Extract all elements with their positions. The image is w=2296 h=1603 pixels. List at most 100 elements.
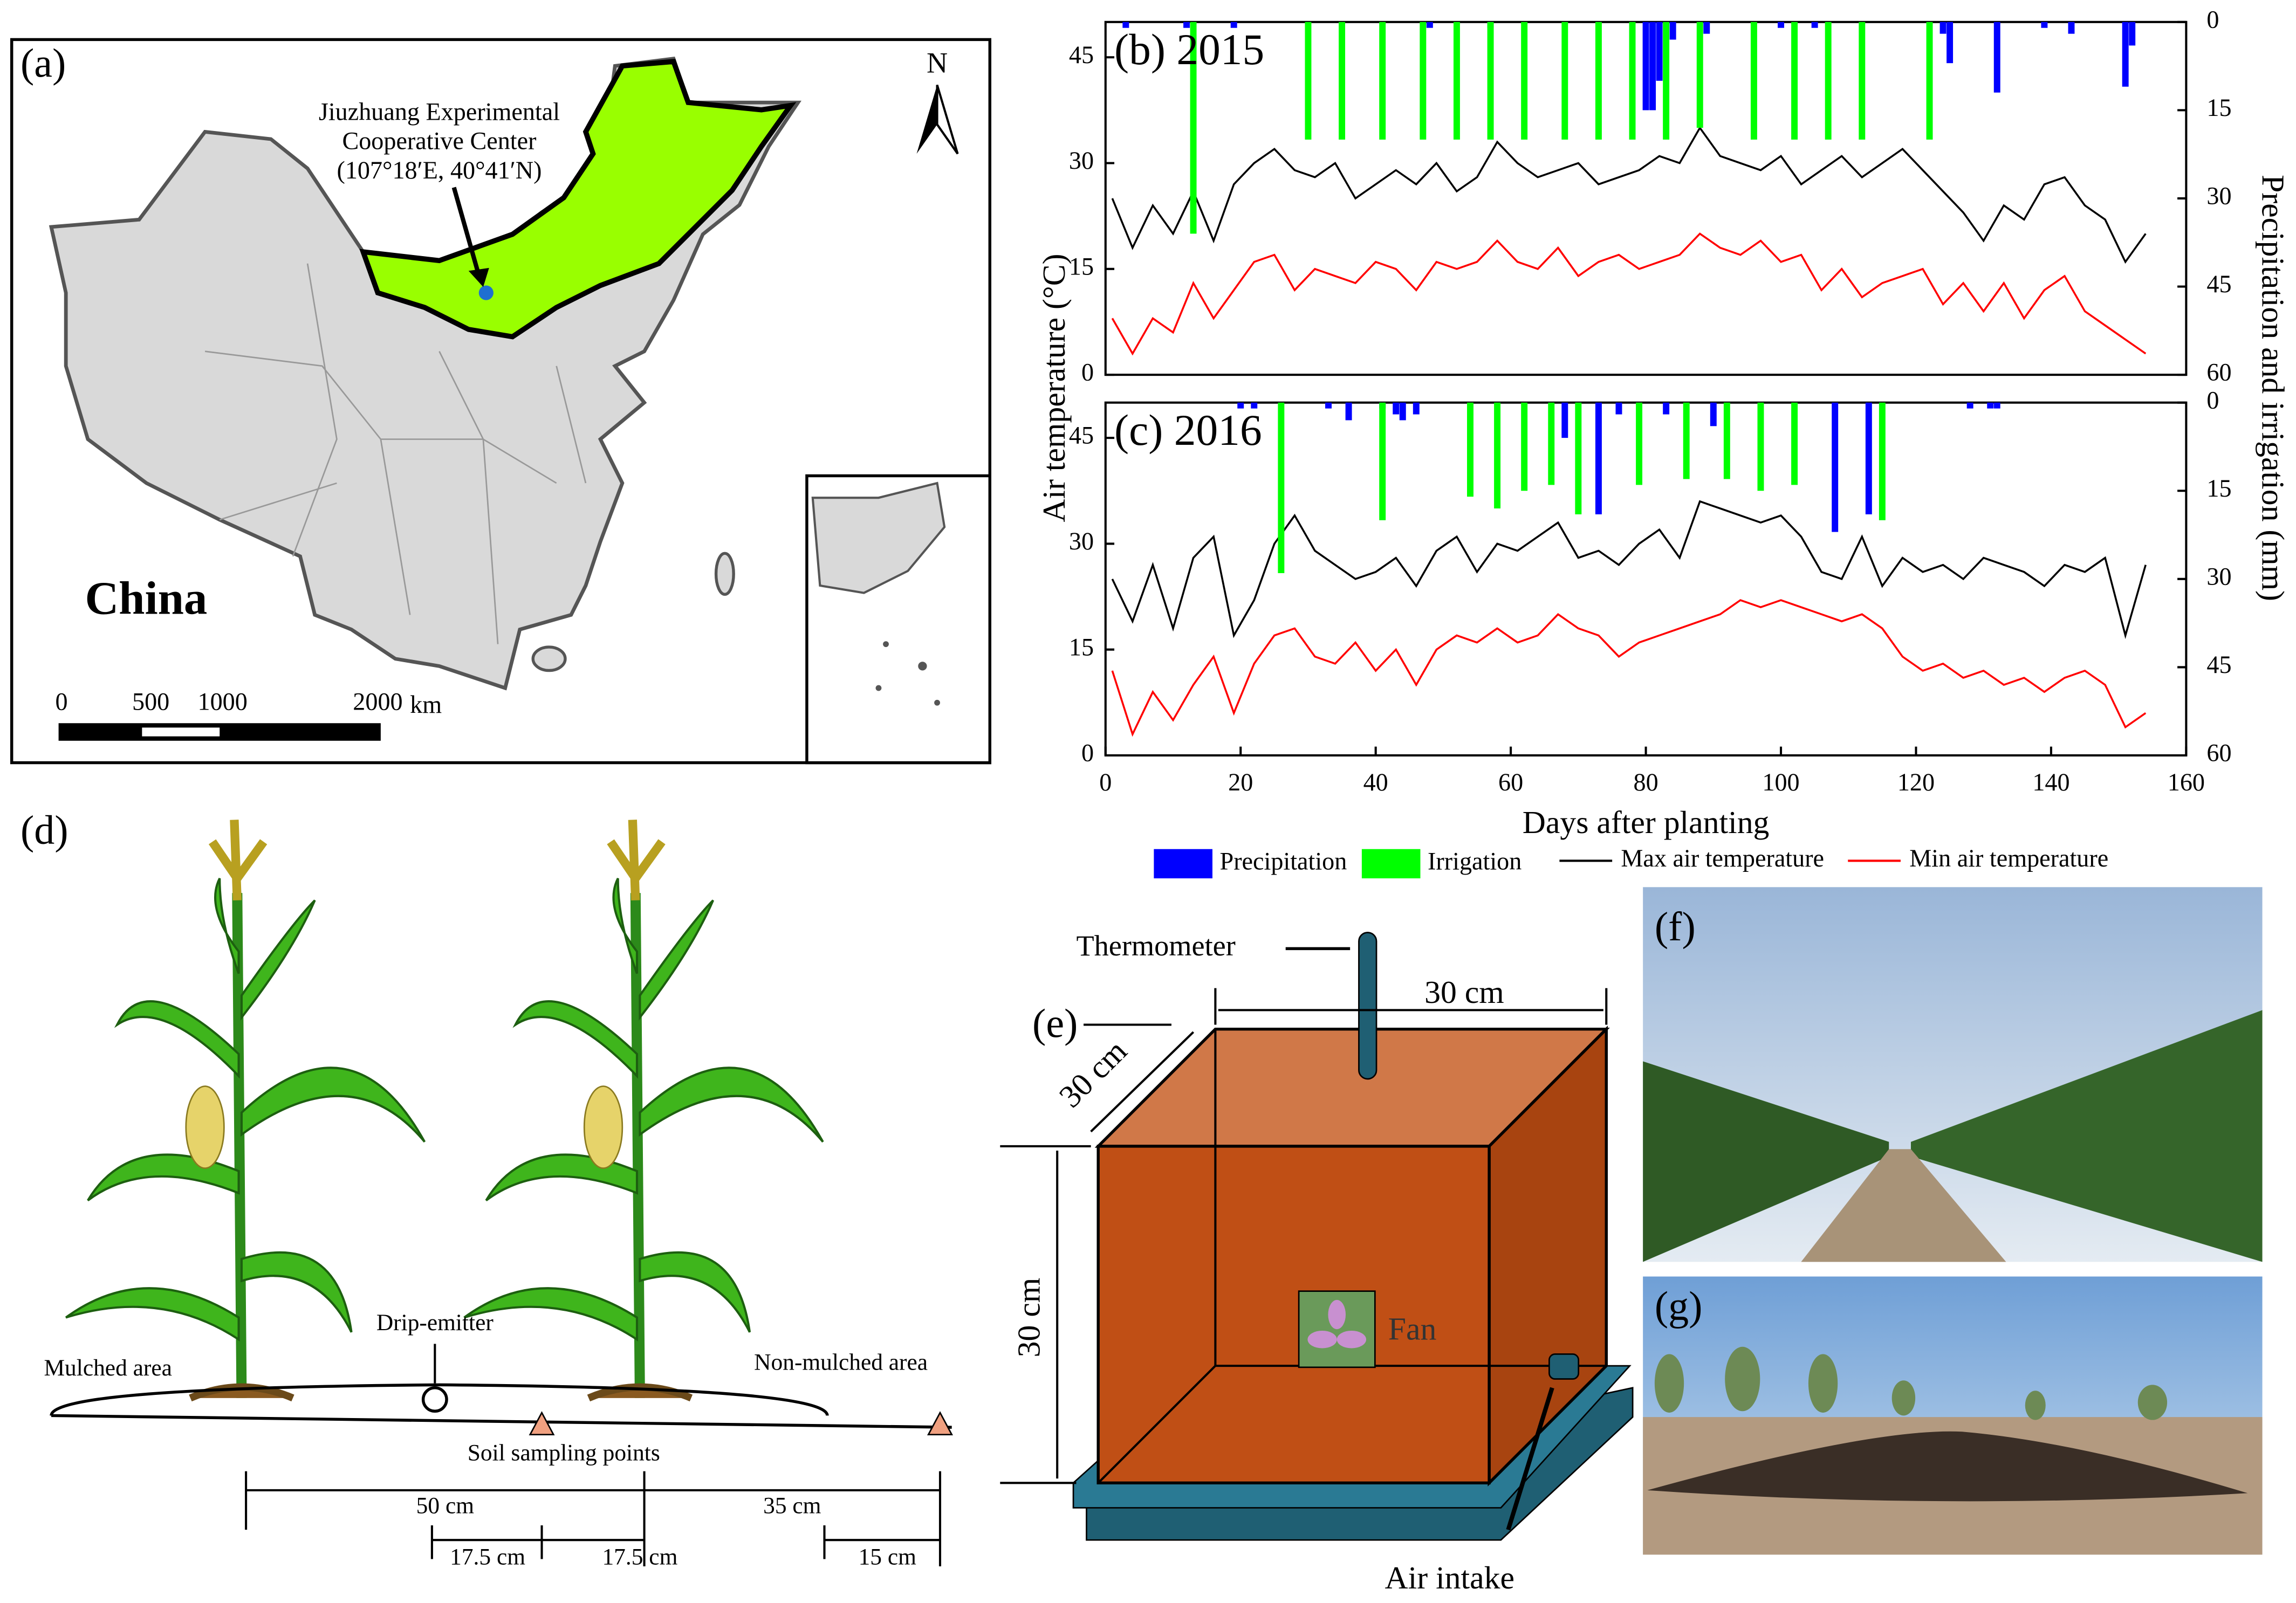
taiwan [714,552,735,596]
dimension-label: 30 cm [1011,1278,1047,1358]
bar [1278,402,1285,573]
dimension-label: 50 cm [416,1492,475,1518]
y-tick-label: 0 [1081,359,1094,386]
bar [1325,402,1332,409]
bar [1696,22,1703,128]
fan-label: Fan [1388,1311,1437,1346]
photo-g: (g) [1643,1276,2263,1555]
bar [1723,402,1730,479]
bar [1993,22,2000,93]
chart-title: (c) 2016 [1114,405,1262,455]
scale-bar [142,727,220,737]
thermometer-label: Thermometer [1076,930,1235,962]
bar [1750,22,1757,140]
bar [2068,22,2075,34]
temperature-line [1111,126,2147,264]
bar [2129,22,2136,46]
bar [1230,22,1237,28]
legend-label: Min air temperature [1909,844,2108,872]
x-tick-label: 160 [2168,768,2205,796]
bar [1237,402,1244,409]
panel-label: (g) [1655,1283,1703,1329]
field-panel: (d) Drip-emitter Mulched area Non-mulche… [20,808,953,1570]
scale-label: 0 [55,688,67,715]
y2-tick-label: 30 [2206,562,2231,590]
x-tick-label: 120 [1897,768,1935,796]
drip-emitter [421,1386,448,1413]
x-tick-label: 140 [2032,768,2069,796]
x-tick-label: 0 [1099,768,1112,796]
site-arrowhead [468,267,489,287]
weather-charts: 0 15 30 45 0 15 30 45 60 (b) 2015 0 15 30 45 0 15 30 45 60… [1036,5,2291,879]
x-tick-label: 80 [1634,768,1658,796]
y-axis-label: Air temperature (°C) [1036,253,1072,522]
y-tick-label: 0 [1081,739,1094,767]
legend-label: Irrigation [1428,847,1521,875]
photo-f: (f) [1643,887,2263,1262]
x-tick-label: 100 [1762,768,1799,796]
sampling-point [927,1411,953,1436]
bar [1791,402,1798,485]
bar [1757,402,1764,491]
bar [1426,22,1433,28]
bar [1339,22,1346,140]
chart-title: (b) 2015 [1114,25,1264,74]
bar [1987,402,1994,409]
y-tick-label: 30 [1069,147,1094,174]
photo-path [1801,1149,2006,1262]
bar [1649,22,1656,111]
province-borders [204,263,587,644]
bar [1710,402,1717,426]
bar [1251,402,1258,409]
bar [1683,402,1690,479]
chamber-front [1096,1145,1491,1485]
air-intake [1548,1353,1580,1380]
bar [1865,402,1872,514]
bar [1305,22,1312,140]
maize-plant [65,820,426,1402]
photo-maize [1643,1061,1889,1262]
y2-tick-label: 45 [2206,270,2231,298]
dimension-label: 17.5 cm [450,1544,525,1570]
chamber-panel: (e) Fan Air intake Thermometer 30 cm 30 … [1000,930,1634,1595]
north-arrow [936,84,959,155]
photo-maize [1910,1010,2263,1262]
y-tick-label: 15 [1069,252,1094,280]
bar [1122,22,1129,28]
site-label: (107°18′E, 40°41′N) [337,156,542,184]
bar [1453,22,1460,140]
north-arrow [916,85,937,154]
inset-islands [875,641,940,706]
bar [1561,22,1568,140]
bar [1825,22,1832,140]
map-panel: Jiuzhuang Experimental Cooperative Cente… [10,38,992,765]
y2-tick-label: 30 [2206,182,2231,210]
bar [1595,22,1602,140]
bar [1487,22,1494,140]
temperature-line [1111,599,2147,737]
bar [1811,22,1818,28]
mulched-label: Mulched area [44,1355,172,1381]
bar [2122,22,2129,87]
non-mulched-label: Non-mulched area [754,1349,928,1375]
bar [1183,22,1190,28]
panel-label: (f) [1655,904,1696,950]
bar [1926,22,1933,140]
drip-label: Drip-emitter [376,1310,494,1336]
air-intake-arrow [1506,1387,1554,1531]
y2-tick-label: 45 [2206,651,2231,678]
bar [1669,22,1676,40]
thermometer [1358,932,1377,1080]
bar [1521,402,1528,491]
inner-mongolia [359,59,797,340]
y2-tick-label: 15 [2206,474,2231,502]
legend-label: Max air temperature [1621,844,1824,872]
sampling-point [529,1411,555,1436]
photo-trees [1654,1346,2168,1420]
bar [1615,402,1622,415]
panel-label: (a) [20,40,66,86]
bar [1345,402,1352,421]
ground-line [51,1414,952,1429]
bar [1703,22,1710,34]
bar [1561,402,1568,438]
